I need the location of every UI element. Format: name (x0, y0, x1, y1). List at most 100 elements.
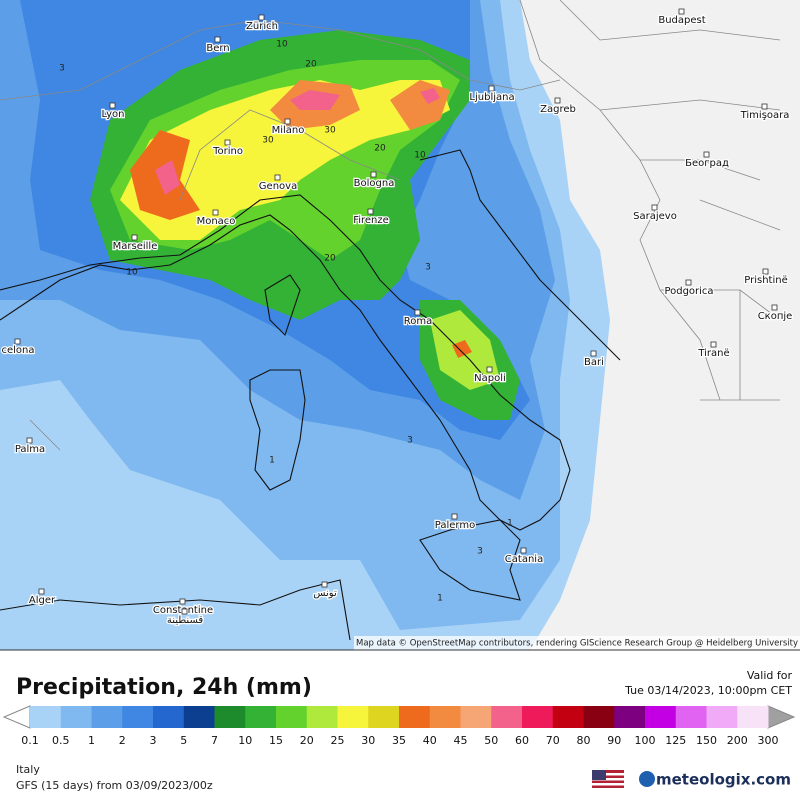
city-label: Zagreb (540, 104, 576, 115)
legend-value: 90 (607, 734, 621, 747)
legend-value: 2 (119, 734, 126, 747)
city-label: Catania (505, 554, 543, 565)
contour-label: 20 (305, 60, 317, 70)
city-marker (214, 36, 221, 43)
legend-swatch (552, 706, 584, 728)
legend-swatch (30, 706, 62, 728)
city-marker (109, 102, 116, 109)
legend-swatch (460, 706, 492, 728)
legend-value: 7 (211, 734, 218, 747)
city-label: celona (1, 345, 34, 356)
city-label: Milano (272, 125, 305, 136)
city-label: Podgorica (664, 286, 713, 297)
city-label: Genova (259, 181, 297, 192)
city-label: Tiranë (697, 348, 729, 359)
legend-swatch (183, 706, 215, 728)
city-label: Bari (584, 357, 604, 368)
contour-label: 3 (477, 547, 483, 557)
city-marker (414, 309, 421, 316)
legend-swatch (245, 706, 277, 728)
legend-swatch (306, 706, 338, 728)
city-marker (678, 8, 685, 15)
coastline (0, 194, 571, 531)
legend-value: 20 (300, 734, 314, 747)
legend-value: 3 (150, 734, 157, 747)
legend-swatch (153, 706, 185, 728)
city-marker (590, 350, 597, 357)
legend-swatch (399, 706, 431, 728)
legend-swatch (737, 706, 769, 728)
legend-swatch (429, 706, 461, 728)
contour-label: 1 (269, 456, 275, 466)
legend-value: 200 (727, 734, 748, 747)
brand[interactable]: meteologix.com (656, 771, 791, 789)
map: Map data © OpenStreetMap contributors, r… (0, 0, 800, 650)
legend-value: 0.1 (21, 734, 39, 747)
legend-value: 5 (180, 734, 187, 747)
legend-value: 15 (269, 734, 283, 747)
legend-swatch (491, 706, 523, 728)
city-label: Sarajevo (633, 211, 677, 222)
contour-label: 10 (126, 268, 138, 278)
contour-label: 1 (507, 519, 513, 529)
attribution: Map data © OpenStreetMap contributors, r… (356, 639, 798, 649)
contour-label: 10 (414, 151, 426, 161)
legend-swatch (583, 706, 615, 728)
contour-label: 3 (59, 64, 65, 74)
legend-swatch (276, 706, 308, 728)
legend-value: 35 (392, 734, 406, 747)
legend-high-arrow (767, 705, 796, 729)
city-label: Скопје (758, 310, 793, 322)
city-marker (274, 174, 281, 181)
city-marker (14, 338, 21, 345)
city-label: Palma (15, 444, 45, 455)
legend-value: 150 (696, 734, 717, 747)
city-marker (554, 97, 561, 104)
city-label: Budapest (658, 15, 705, 26)
city-marker (212, 209, 219, 216)
legend-low-arrow (2, 705, 31, 729)
city-label: Marseille (113, 241, 158, 252)
city-marker (284, 118, 291, 125)
city-label: قسنطينة (167, 615, 204, 626)
city-marker (38, 588, 45, 595)
city-label: Torino (212, 146, 243, 157)
city-marker (367, 208, 374, 215)
city-marker (451, 513, 458, 520)
legend-swatch (645, 706, 677, 728)
city-label: Београд (685, 158, 729, 169)
city-label: Roma (404, 316, 433, 327)
legend-value: 40 (423, 734, 437, 747)
city-label: Monaco (197, 216, 236, 227)
title: Precipitation, 24h (mm) (16, 675, 312, 700)
city-marker (224, 139, 231, 146)
flag (592, 770, 624, 788)
contour-label: 3 (425, 263, 431, 273)
logo (639, 771, 655, 787)
city-marker (131, 234, 138, 241)
legend-value: 300 (758, 734, 779, 747)
legend-value: 1 (88, 734, 95, 747)
city-marker (370, 171, 377, 178)
city-marker (321, 581, 328, 588)
city-marker (685, 279, 692, 286)
legend-value: 25 (331, 734, 345, 747)
city-label: Bern (206, 43, 229, 54)
city-marker (26, 437, 33, 444)
city-marker (258, 14, 265, 21)
city-label: Alger (29, 595, 56, 606)
city-label: Napoli (474, 373, 506, 384)
legend-value: 80 (577, 734, 591, 747)
legend-value: 50 (484, 734, 498, 747)
city-label: تونس (313, 588, 337, 599)
legend-value: 70 (546, 734, 560, 747)
city-marker (703, 151, 710, 158)
city-label: Bologna (354, 178, 395, 189)
city-label: Firenze (353, 215, 389, 226)
city-marker (181, 608, 188, 615)
city-label: Ljubljana (469, 92, 514, 103)
valid-label: Valid for (747, 669, 793, 682)
city-marker (488, 85, 495, 92)
city-marker (520, 547, 527, 554)
